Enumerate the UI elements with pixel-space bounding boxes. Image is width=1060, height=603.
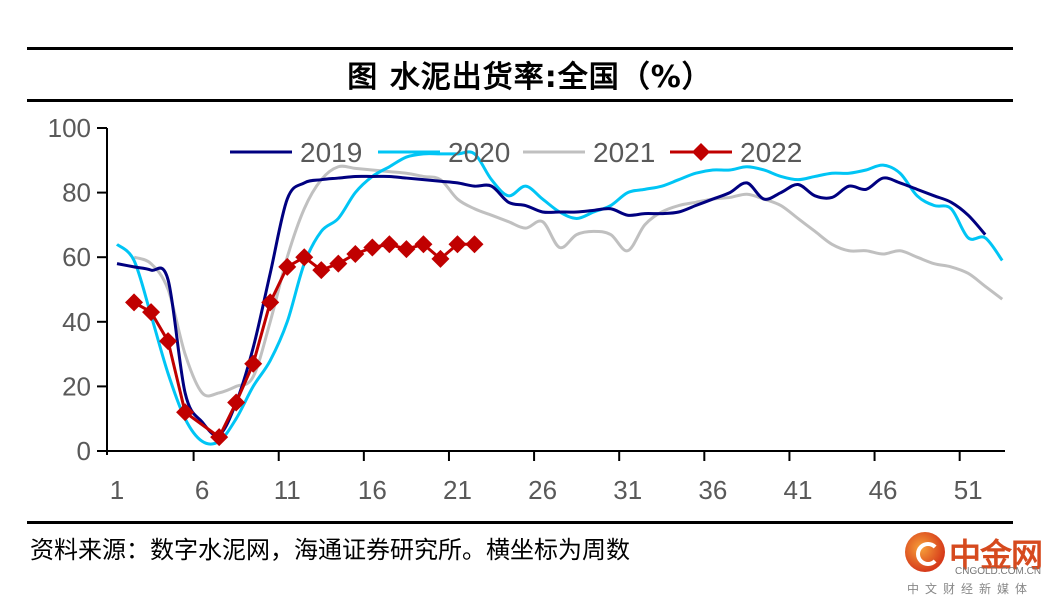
series-2020 — [115, 150, 1004, 446]
source-note: 资料来源：数字水泥网，海通证券研究所。横坐标为周数 — [30, 536, 630, 564]
legend-item-2020: 2020 — [378, 137, 510, 168]
y-tick-label: 80 — [62, 178, 91, 208]
x-tick-label: 6 — [195, 475, 209, 505]
data-point-2022 — [431, 249, 450, 268]
x-tick-label: 11 — [274, 475, 301, 505]
data-point-2022 — [397, 240, 416, 259]
chart-title: 图 水泥出货率:全国（%） — [347, 60, 713, 95]
x-tick-label: 21 — [443, 475, 472, 505]
watermark-logo: 中金网 CNGOLD.COM.CN 中文财经新媒体 — [905, 530, 1055, 600]
data-point-2022 — [465, 235, 484, 254]
data-point-2022 — [278, 257, 297, 276]
data-point-2022 — [295, 248, 314, 267]
legend: 2019 2020 2021 2022 — [230, 137, 802, 168]
series-line-2021 — [133, 164, 1004, 398]
legend-marker — [692, 143, 710, 161]
legend-item-2021: 2021 — [523, 137, 655, 168]
data-point-2022 — [312, 261, 331, 280]
series-line-2020 — [115, 150, 1004, 446]
data-point-2022 — [346, 244, 365, 263]
legend-label: 2019 — [300, 137, 362, 168]
x-tick-label: 26 — [528, 475, 557, 505]
data-point-2022 — [414, 235, 433, 254]
data-point-2022 — [142, 303, 161, 322]
y-tick-label: 60 — [62, 242, 91, 272]
y-tick-label: 0 — [77, 436, 91, 466]
legend-label: 2021 — [593, 137, 655, 168]
x-tick-label: 1 — [110, 475, 124, 505]
logo-tagline: 中文财经新媒体 — [907, 582, 1034, 596]
source-rule — [27, 521, 1013, 524]
logo-name: 中金网 — [949, 536, 1043, 574]
data-point-2022 — [329, 254, 348, 273]
data-point-2022 — [380, 235, 399, 254]
y-tick-label: 40 — [62, 307, 91, 337]
x-tick-label: 41 — [783, 475, 812, 505]
legend-item-2019: 2019 — [230, 137, 362, 168]
logo-icon — [905, 532, 945, 572]
data-point-2022 — [176, 403, 195, 422]
data-point-2022 — [210, 428, 229, 447]
x-tick-label: 51 — [954, 475, 983, 505]
series-line-2019 — [116, 174, 987, 437]
x-tick-label: 31 — [613, 475, 642, 505]
series-layer — [115, 150, 1004, 447]
series-2022 — [125, 235, 484, 447]
y-tick-label: 20 — [62, 371, 91, 401]
y-tick-label: 100 — [48, 113, 91, 143]
x-tick-label: 16 — [358, 475, 387, 505]
data-point-2022 — [125, 293, 144, 312]
title-rule — [27, 99, 1013, 102]
data-point-2022 — [159, 332, 178, 351]
legend-label: 2022 — [740, 137, 802, 168]
series-2019 — [116, 174, 987, 437]
data-point-2022 — [448, 235, 467, 254]
x-tick-label: 36 — [698, 475, 727, 505]
x-tick-label: 46 — [869, 475, 898, 505]
data-point-2022 — [363, 238, 382, 257]
data-point-2022 — [227, 393, 246, 412]
series-2021 — [133, 164, 1004, 398]
top-rule — [27, 47, 1013, 50]
logo-domain: CNGOLD.COM.CN — [955, 566, 1042, 577]
data-point-2022 — [244, 354, 263, 373]
data-point-2022 — [261, 293, 280, 312]
legend-item-2022: 2022 — [670, 137, 802, 168]
legend-label: 2020 — [448, 137, 510, 168]
